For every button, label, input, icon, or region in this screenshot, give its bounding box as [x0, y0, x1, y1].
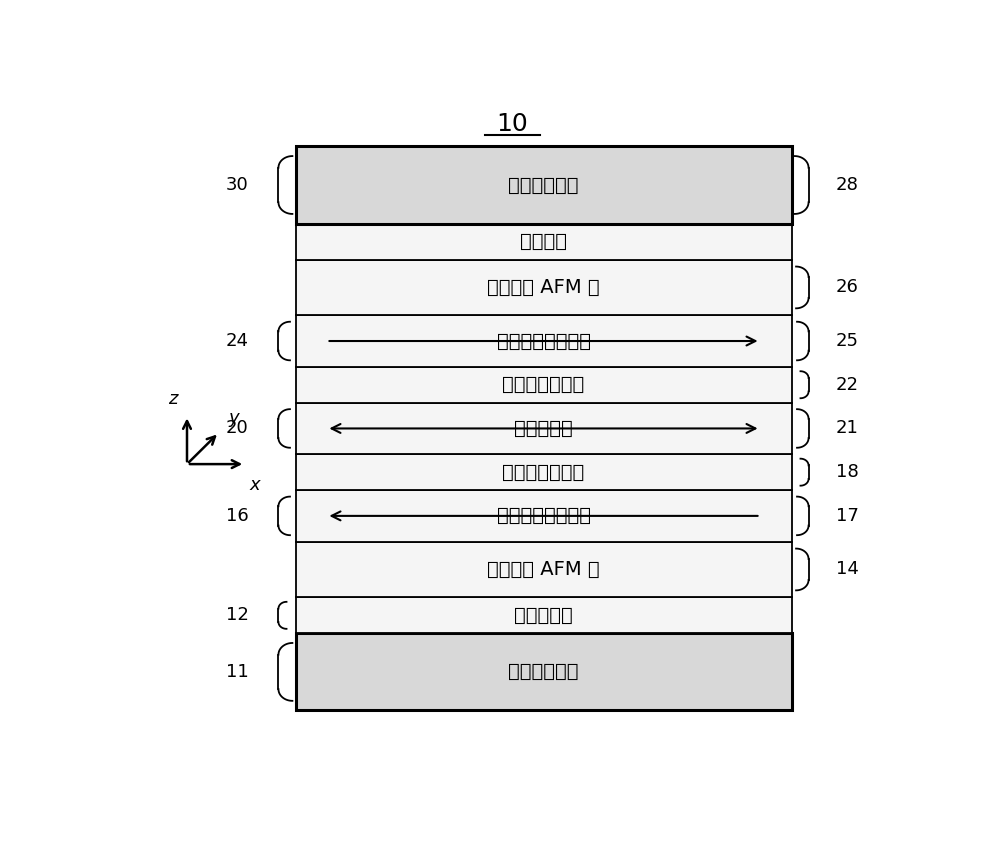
- Bar: [296, 315, 792, 367]
- Text: 14: 14: [836, 561, 859, 578]
- Text: 常规隧穿势垒层: 常规隧穿势垒层: [502, 462, 585, 482]
- Text: 26: 26: [836, 279, 859, 296]
- Text: 常规自由层: 常规自由层: [514, 419, 573, 438]
- Text: 常规第二 AFM 层: 常规第二 AFM 层: [487, 278, 600, 297]
- Text: 常规第一 AFM 层: 常规第一 AFM 层: [487, 560, 600, 579]
- Text: 常规顶部接触: 常规顶部接触: [508, 175, 579, 195]
- Text: 常规盖层: 常规盖层: [520, 232, 567, 251]
- Text: 常规底部接触: 常规底部接触: [508, 663, 579, 681]
- Text: z: z: [168, 390, 178, 408]
- Bar: [296, 402, 792, 454]
- Bar: [296, 454, 792, 490]
- Bar: [296, 597, 792, 633]
- Text: 常规籽晶层: 常规籽晶层: [514, 606, 573, 625]
- Text: 20: 20: [226, 419, 249, 438]
- Text: 28: 28: [836, 176, 859, 194]
- Bar: [296, 633, 792, 711]
- Bar: [296, 147, 792, 224]
- Text: 30: 30: [226, 176, 249, 194]
- Text: 21: 21: [836, 419, 859, 438]
- Text: 16: 16: [226, 507, 249, 525]
- Bar: [296, 367, 792, 402]
- Text: 10: 10: [497, 112, 528, 136]
- Text: 25: 25: [836, 332, 859, 350]
- Text: 18: 18: [836, 463, 859, 481]
- Text: y: y: [228, 409, 239, 428]
- Text: 24: 24: [226, 332, 249, 350]
- Text: 常规第一被钉扎层: 常规第一被钉扎层: [496, 506, 590, 525]
- Text: 11: 11: [226, 663, 249, 681]
- Text: 12: 12: [226, 606, 249, 624]
- Text: 17: 17: [836, 507, 859, 525]
- Text: 22: 22: [836, 376, 859, 394]
- Text: x: x: [249, 476, 260, 493]
- Bar: [296, 541, 792, 597]
- Bar: [296, 259, 792, 315]
- Bar: [296, 224, 792, 259]
- Text: 常规第二被钉扎层: 常规第二被钉扎层: [496, 332, 590, 350]
- Text: 常规隧穿势垒层: 常规隧穿势垒层: [502, 376, 585, 394]
- Bar: [296, 490, 792, 541]
